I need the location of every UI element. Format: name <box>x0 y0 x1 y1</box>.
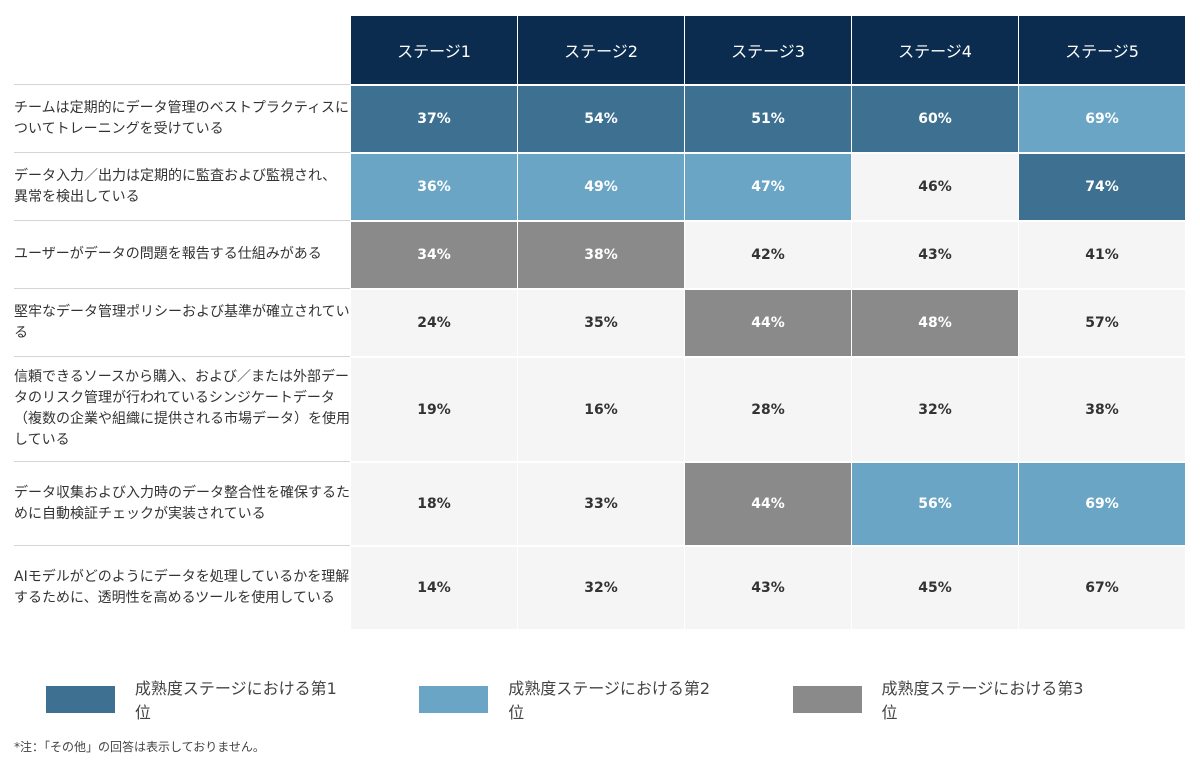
heat-cell: 51% <box>684 84 851 152</box>
table-row: チームは定期的にデータ管理のベストプラクティスについてトレーニングを受けている … <box>14 84 1185 152</box>
table-row: ユーザーがデータの問題を報告する仕組みがある 34% 38% 42% 43% 4… <box>14 220 1185 288</box>
table-row: 信頼できるソースから購入、および／または外部データのリスク管理が行われているシン… <box>14 356 1185 461</box>
table-row: データ入力／出力は定期的に監査および監視され、異常を検出している 36% 49%… <box>14 152 1185 220</box>
heat-cell: 48% <box>851 288 1018 356</box>
heat-cell: 37% <box>350 84 517 152</box>
footnote: *注：「その他」の回答は表示しておりません。 <box>14 740 265 754</box>
table-row: 堅牢なデータ管理ポリシーおよび基準が確立されている 24% 35% 44% 48… <box>14 288 1185 356</box>
heat-cell: 42% <box>684 220 851 288</box>
row-label: データ入力／出力は定期的に監査および監視され、異常を検出している <box>14 152 350 220</box>
heat-cell: 54% <box>517 84 684 152</box>
column-header-stage3: ステージ3 <box>684 16 851 84</box>
heat-cell: 45% <box>851 545 1018 629</box>
corner-cell <box>14 16 350 84</box>
heat-cell: 46% <box>851 152 1018 220</box>
table-row: データ収集および入力時のデータ整合性を確保するために自動検証チェックが実装されて… <box>14 461 1185 545</box>
header-row: ステージ1 ステージ2 ステージ3 ステージ4 ステージ5 <box>14 16 1185 84</box>
row-label: 堅牢なデータ管理ポリシーおよび基準が確立されている <box>14 288 350 356</box>
heat-cell: 67% <box>1018 545 1185 629</box>
row-label: ユーザーがデータの問題を報告する仕組みがある <box>14 220 350 288</box>
heat-cell: 56% <box>851 461 1018 545</box>
column-header-stage1: ステージ1 <box>350 16 517 84</box>
legend-swatch <box>419 685 489 713</box>
heat-cell: 24% <box>350 288 517 356</box>
column-header-stage4: ステージ4 <box>851 16 1018 84</box>
heat-cell: 19% <box>350 356 517 461</box>
heat-cell: 16% <box>517 356 684 461</box>
heat-cell: 43% <box>851 220 1018 288</box>
heat-cell: 44% <box>684 461 851 545</box>
heat-cell: 18% <box>350 461 517 545</box>
heat-cell: 57% <box>1018 288 1185 356</box>
heat-cell: 38% <box>517 220 684 288</box>
heat-cell: 49% <box>517 152 684 220</box>
heat-cell: 69% <box>1018 84 1185 152</box>
legend-swatch <box>792 685 862 713</box>
row-label: チームは定期的にデータ管理のベストプラクティスについてトレーニングを受けている <box>14 84 350 152</box>
heatmap-table: ステージ1 ステージ2 ステージ3 ステージ4 ステージ5 チームは定期的にデー… <box>14 16 1185 629</box>
legend-label: 成熟度ステージにおける第2位 <box>508 679 711 722</box>
heat-cell: 43% <box>684 545 851 629</box>
heat-cell: 41% <box>1018 220 1185 288</box>
heat-cell: 32% <box>517 545 684 629</box>
heat-cell: 34% <box>350 220 517 288</box>
heat-cell: 33% <box>517 461 684 545</box>
column-header-stage5: ステージ5 <box>1018 16 1185 84</box>
legend-item-rank2: 成熟度ステージにおける第2位 <box>419 675 722 723</box>
heat-cell: 14% <box>350 545 517 629</box>
heat-cell: 28% <box>684 356 851 461</box>
legend-item-rank1: 成熟度ステージにおける第1位 <box>46 675 349 723</box>
heat-cell: 36% <box>350 152 517 220</box>
legend-label: 成熟度ステージにおける第1位 <box>134 679 337 722</box>
heat-cell: 60% <box>851 84 1018 152</box>
column-header-stage2: ステージ2 <box>517 16 684 84</box>
row-label: データ収集および入力時のデータ整合性を確保するために自動検証チェックが実装されて… <box>14 461 350 545</box>
legend-swatch <box>46 685 115 713</box>
legend-label: 成熟度ステージにおける第3位 <box>881 679 1084 722</box>
heat-cell: 47% <box>684 152 851 220</box>
heat-cell: 35% <box>517 288 684 356</box>
heat-cell: 69% <box>1018 461 1185 545</box>
row-label: 信頼できるソースから購入、および／または外部データのリスク管理が行われているシン… <box>14 356 350 461</box>
legend-item-rank3: 成熟度ステージにおける第3位 <box>792 675 1096 723</box>
table-row: AIモデルがどのようにデータを処理しているかを理解するために、透明性を高めるツー… <box>14 545 1185 629</box>
row-label: AIモデルがどのようにデータを処理しているかを理解するために、透明性を高めるツー… <box>14 545 350 629</box>
heat-cell: 38% <box>1018 356 1185 461</box>
heat-cell: 44% <box>684 288 851 356</box>
heat-cell: 32% <box>851 356 1018 461</box>
heat-cell: 74% <box>1018 152 1185 220</box>
heatmap-body: チームは定期的にデータ管理のベストプラクティスについてトレーニングを受けている … <box>14 84 1185 629</box>
legend: 成熟度ステージにおける第1位 成熟度ステージにおける第2位 成熟度ステージにおけ… <box>46 679 1166 722</box>
